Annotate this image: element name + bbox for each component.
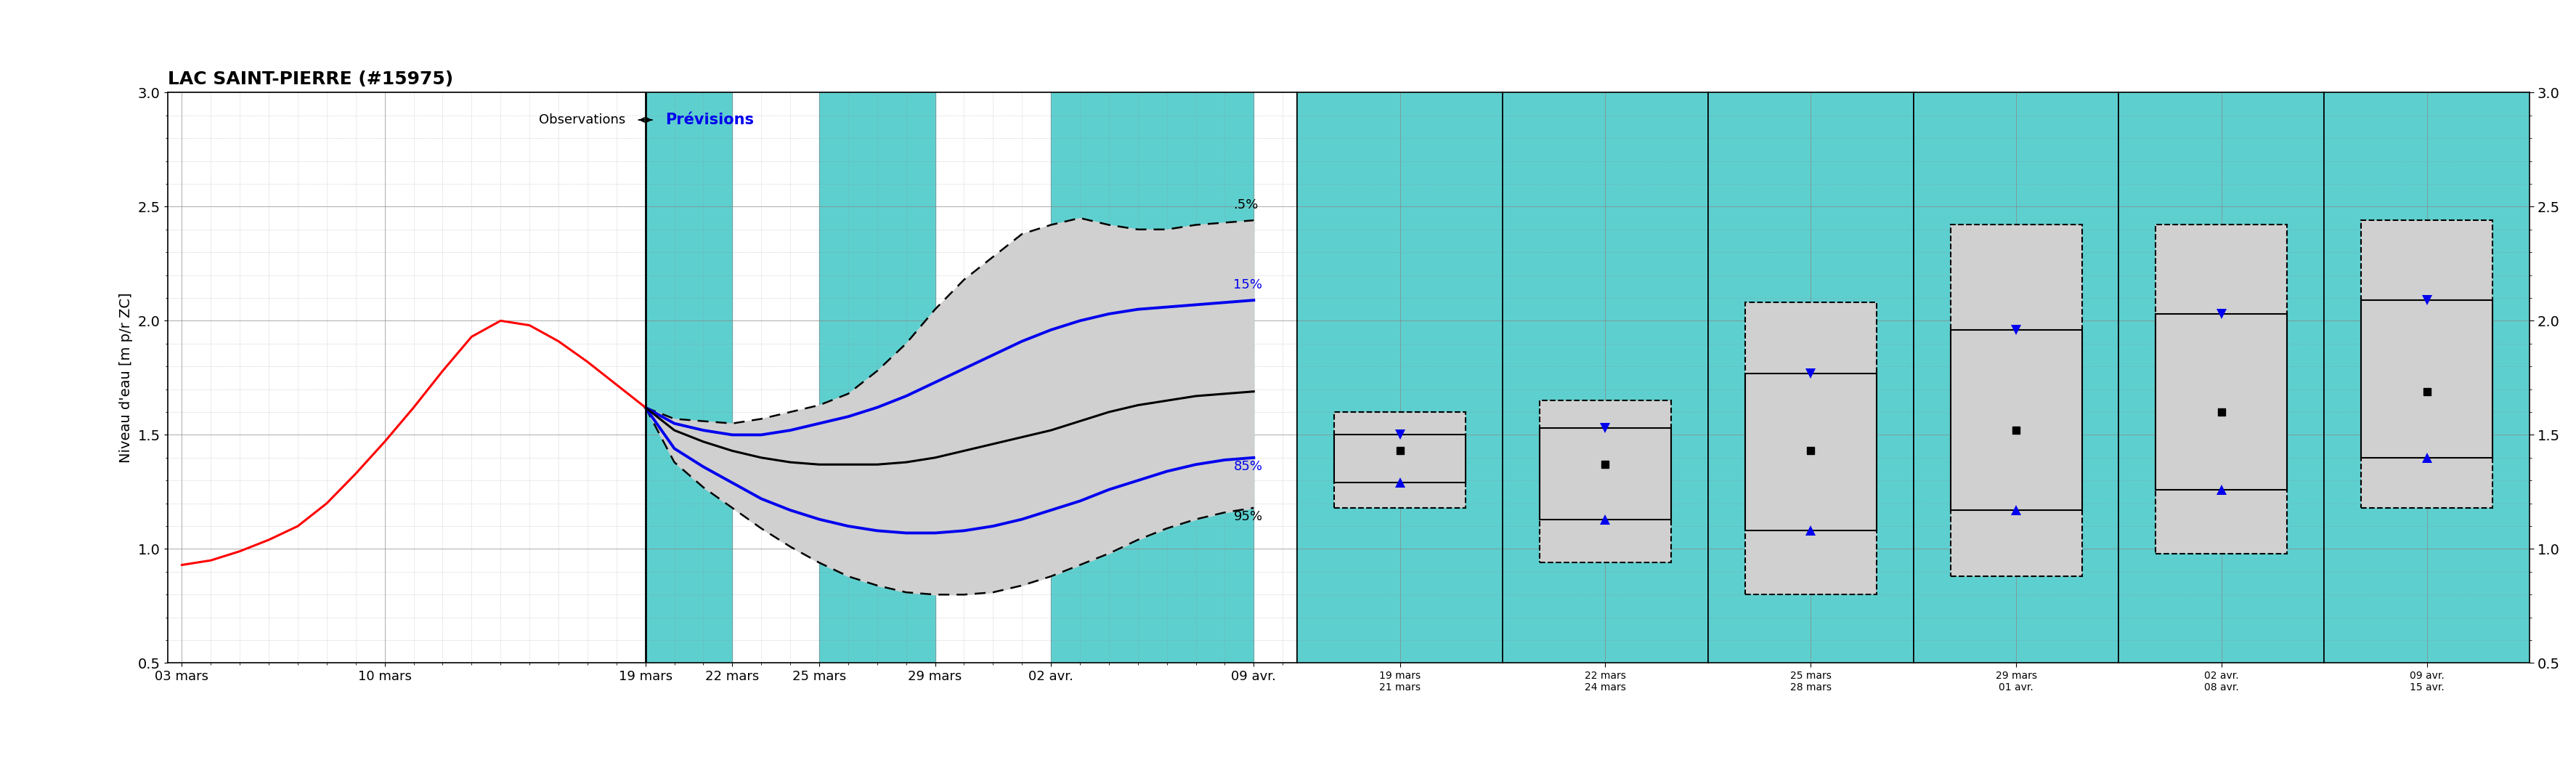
Bar <box>1334 435 1466 483</box>
Bar <box>1051 93 1255 663</box>
Bar <box>2156 225 2287 554</box>
Bar <box>647 93 732 663</box>
Bar <box>2362 300 2494 458</box>
Bar <box>1950 225 2081 577</box>
Text: 15%: 15% <box>1234 278 1262 291</box>
Bar <box>1334 412 1466 508</box>
Text: Prévisions: Prévisions <box>665 113 755 127</box>
Bar <box>2156 314 2287 490</box>
Bar <box>1540 428 1672 520</box>
Bar <box>1744 373 1875 530</box>
Bar <box>1950 330 2081 510</box>
Text: 95%: 95% <box>1234 510 1262 524</box>
Y-axis label: Niveau d'eau [m p/r ZC]: Niveau d'eau [m p/r ZC] <box>118 292 134 463</box>
Text: Observations: Observations <box>538 113 626 126</box>
Text: LAC SAINT-PIERRE (#15975): LAC SAINT-PIERRE (#15975) <box>167 71 453 88</box>
Bar <box>1540 401 1672 563</box>
Bar <box>1744 302 1875 594</box>
Text: 85%: 85% <box>1234 460 1262 473</box>
Bar <box>819 93 935 663</box>
Bar <box>2362 221 2494 508</box>
Text: .5%: .5% <box>1234 198 1260 211</box>
